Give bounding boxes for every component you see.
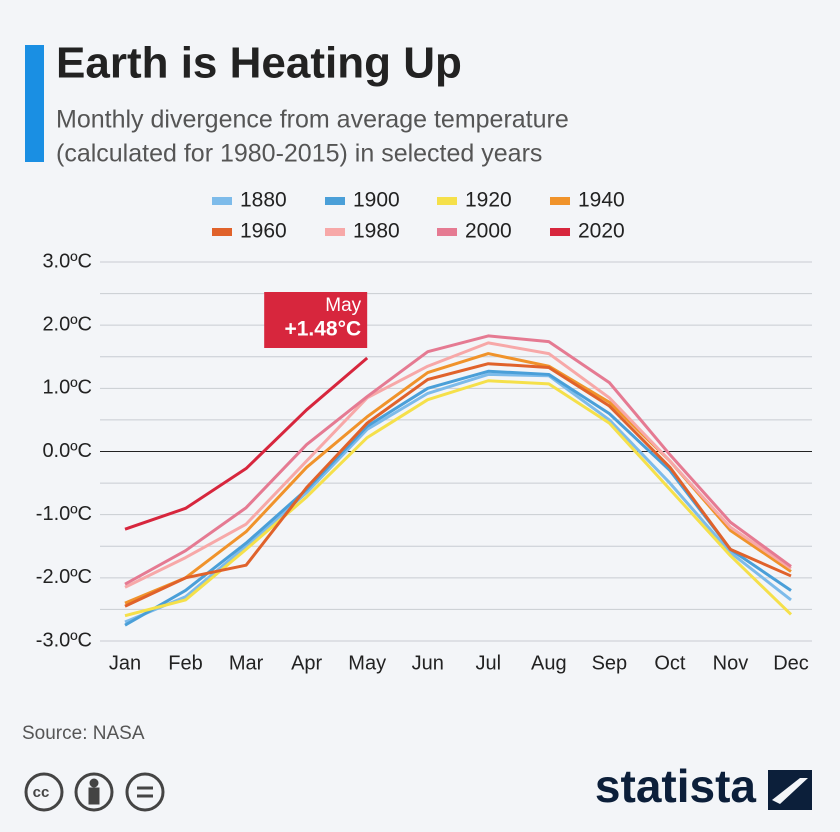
x-tick-label: Mar <box>229 652 264 674</box>
annotation-title: May <box>325 295 361 316</box>
source: Source: NASA <box>22 723 145 744</box>
x-tick-label: Jan <box>109 652 141 674</box>
legend-label: 2020 <box>578 220 625 243</box>
series-line <box>124 356 369 531</box>
license-icons <box>24 772 165 812</box>
annotation: May+1.48°C <box>264 292 368 349</box>
legend-label: 2000 <box>465 220 512 243</box>
x-tick-label: Feb <box>168 652 202 674</box>
series-line <box>124 362 792 608</box>
series-line <box>124 372 792 624</box>
x-tick-label: Jul <box>475 652 501 674</box>
annotation-box <box>264 292 368 349</box>
legend-swatch <box>550 197 570 205</box>
legend-swatch <box>212 228 232 236</box>
y-tick-label: -3.0ºC <box>36 629 92 651</box>
x-tick-label: Nov <box>713 652 749 674</box>
x-tick-label: Jun <box>412 652 444 674</box>
brand: statista <box>595 760 756 812</box>
x-tick-label: Apr <box>291 652 322 674</box>
legend-label: 1880 <box>240 189 287 212</box>
legend-swatch <box>212 197 232 205</box>
x-tick-label: Oct <box>654 652 686 674</box>
legend-swatch <box>550 228 570 236</box>
y-tick-label: 2.0ºC <box>42 313 92 335</box>
legend-label: 1940 <box>578 189 625 212</box>
legend-label: 1980 <box>353 220 400 243</box>
subtitle: Monthly divergence from average temperat… <box>56 106 569 134</box>
x-tick-label: Sep <box>592 652 628 674</box>
title-accent <box>25 45 44 162</box>
y-tick-label: -1.0ºC <box>36 503 92 525</box>
series-line <box>124 334 792 586</box>
series-line <box>124 341 792 589</box>
legend-swatch <box>325 228 345 236</box>
chart-title: Earth is Heating Up <box>56 39 462 88</box>
legend-swatch <box>437 197 457 205</box>
subtitle: (calculated for 1980-2015) in selected y… <box>56 140 542 168</box>
series-line <box>124 379 793 618</box>
legend-swatch <box>437 228 457 236</box>
series-line <box>124 369 792 627</box>
legend-label: 1920 <box>465 189 512 212</box>
y-tick-label: 0.0ºC <box>42 440 92 462</box>
legend-swatch <box>325 197 345 205</box>
x-tick-label: May <box>348 652 386 674</box>
legend-label: 1900 <box>353 189 400 212</box>
brand-logo <box>768 770 812 810</box>
x-tick-label: Dec <box>773 652 809 674</box>
x-tick-label: Aug <box>531 652 567 674</box>
y-tick-label: 1.0ºC <box>42 377 92 399</box>
y-tick-label: 3.0ºC <box>42 250 92 272</box>
annotation-value: +1.48°C <box>284 318 361 341</box>
cc-icon: cc <box>33 784 50 801</box>
legend-label: 1960 <box>240 220 287 243</box>
y-tick-label: -2.0ºC <box>36 566 92 588</box>
